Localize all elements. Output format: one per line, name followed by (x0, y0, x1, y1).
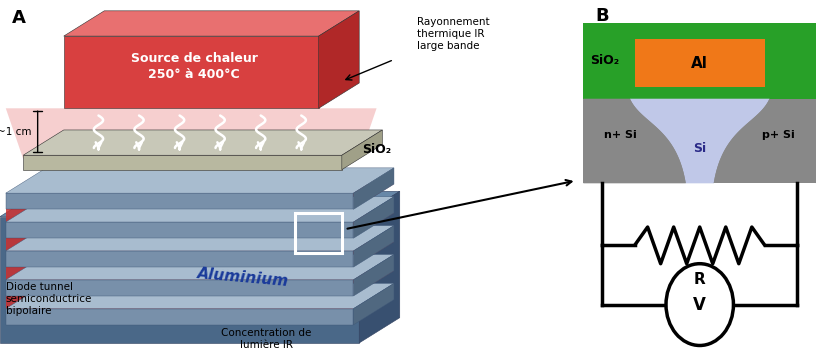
Circle shape (666, 264, 734, 345)
Text: p+ Si: p+ Si (762, 130, 795, 140)
Text: A: A (11, 9, 25, 27)
Polygon shape (342, 130, 383, 170)
Polygon shape (359, 191, 400, 343)
Text: Si: Si (693, 142, 707, 155)
Polygon shape (6, 184, 394, 209)
Text: V: V (694, 296, 706, 314)
Polygon shape (6, 296, 353, 309)
Text: n+ Si: n+ Si (605, 130, 637, 140)
Polygon shape (6, 226, 394, 251)
Text: SiO₂: SiO₂ (362, 143, 391, 156)
Polygon shape (64, 36, 318, 108)
Polygon shape (6, 213, 394, 238)
Polygon shape (6, 280, 353, 296)
Polygon shape (6, 168, 394, 193)
Polygon shape (6, 309, 353, 325)
Text: Al: Al (691, 56, 708, 71)
Text: Rayonnement
thermique IR
large bande: Rayonnement thermique IR large bande (417, 17, 490, 51)
Polygon shape (6, 271, 394, 296)
Polygon shape (6, 267, 353, 280)
Polygon shape (318, 11, 359, 108)
Text: SiO₂: SiO₂ (591, 54, 619, 67)
Polygon shape (0, 217, 359, 343)
Polygon shape (6, 193, 353, 209)
Text: Concentration de
lumière IR: Concentration de lumière IR (221, 328, 312, 350)
Polygon shape (583, 99, 685, 183)
Text: Source de chaleur
250° à 400°C: Source de chaleur 250° à 400°C (131, 52, 258, 81)
Polygon shape (6, 238, 353, 251)
Bar (583, 96, 816, 183)
Polygon shape (714, 99, 816, 183)
Text: ~1 cm: ~1 cm (0, 127, 32, 137)
Polygon shape (353, 226, 394, 267)
Polygon shape (23, 155, 342, 170)
Polygon shape (6, 255, 394, 280)
Polygon shape (23, 130, 383, 155)
Polygon shape (353, 168, 394, 209)
Polygon shape (6, 209, 353, 222)
Text: R: R (694, 272, 706, 287)
Polygon shape (64, 11, 359, 36)
Polygon shape (353, 283, 394, 325)
Text: Aluminium: Aluminium (197, 266, 290, 290)
Polygon shape (6, 222, 353, 238)
Polygon shape (353, 255, 394, 296)
Polygon shape (6, 108, 377, 159)
Polygon shape (353, 197, 394, 238)
Polygon shape (630, 99, 769, 183)
Polygon shape (6, 283, 394, 309)
Bar (635, 39, 765, 87)
Polygon shape (6, 242, 394, 267)
Polygon shape (6, 251, 353, 267)
Bar (583, 22, 816, 99)
Polygon shape (6, 197, 394, 222)
Text: B: B (595, 7, 609, 25)
Text: Diode tunnel
semiconductrice
bipolaire: Diode tunnel semiconductrice bipolaire (6, 282, 92, 316)
Polygon shape (0, 191, 400, 217)
